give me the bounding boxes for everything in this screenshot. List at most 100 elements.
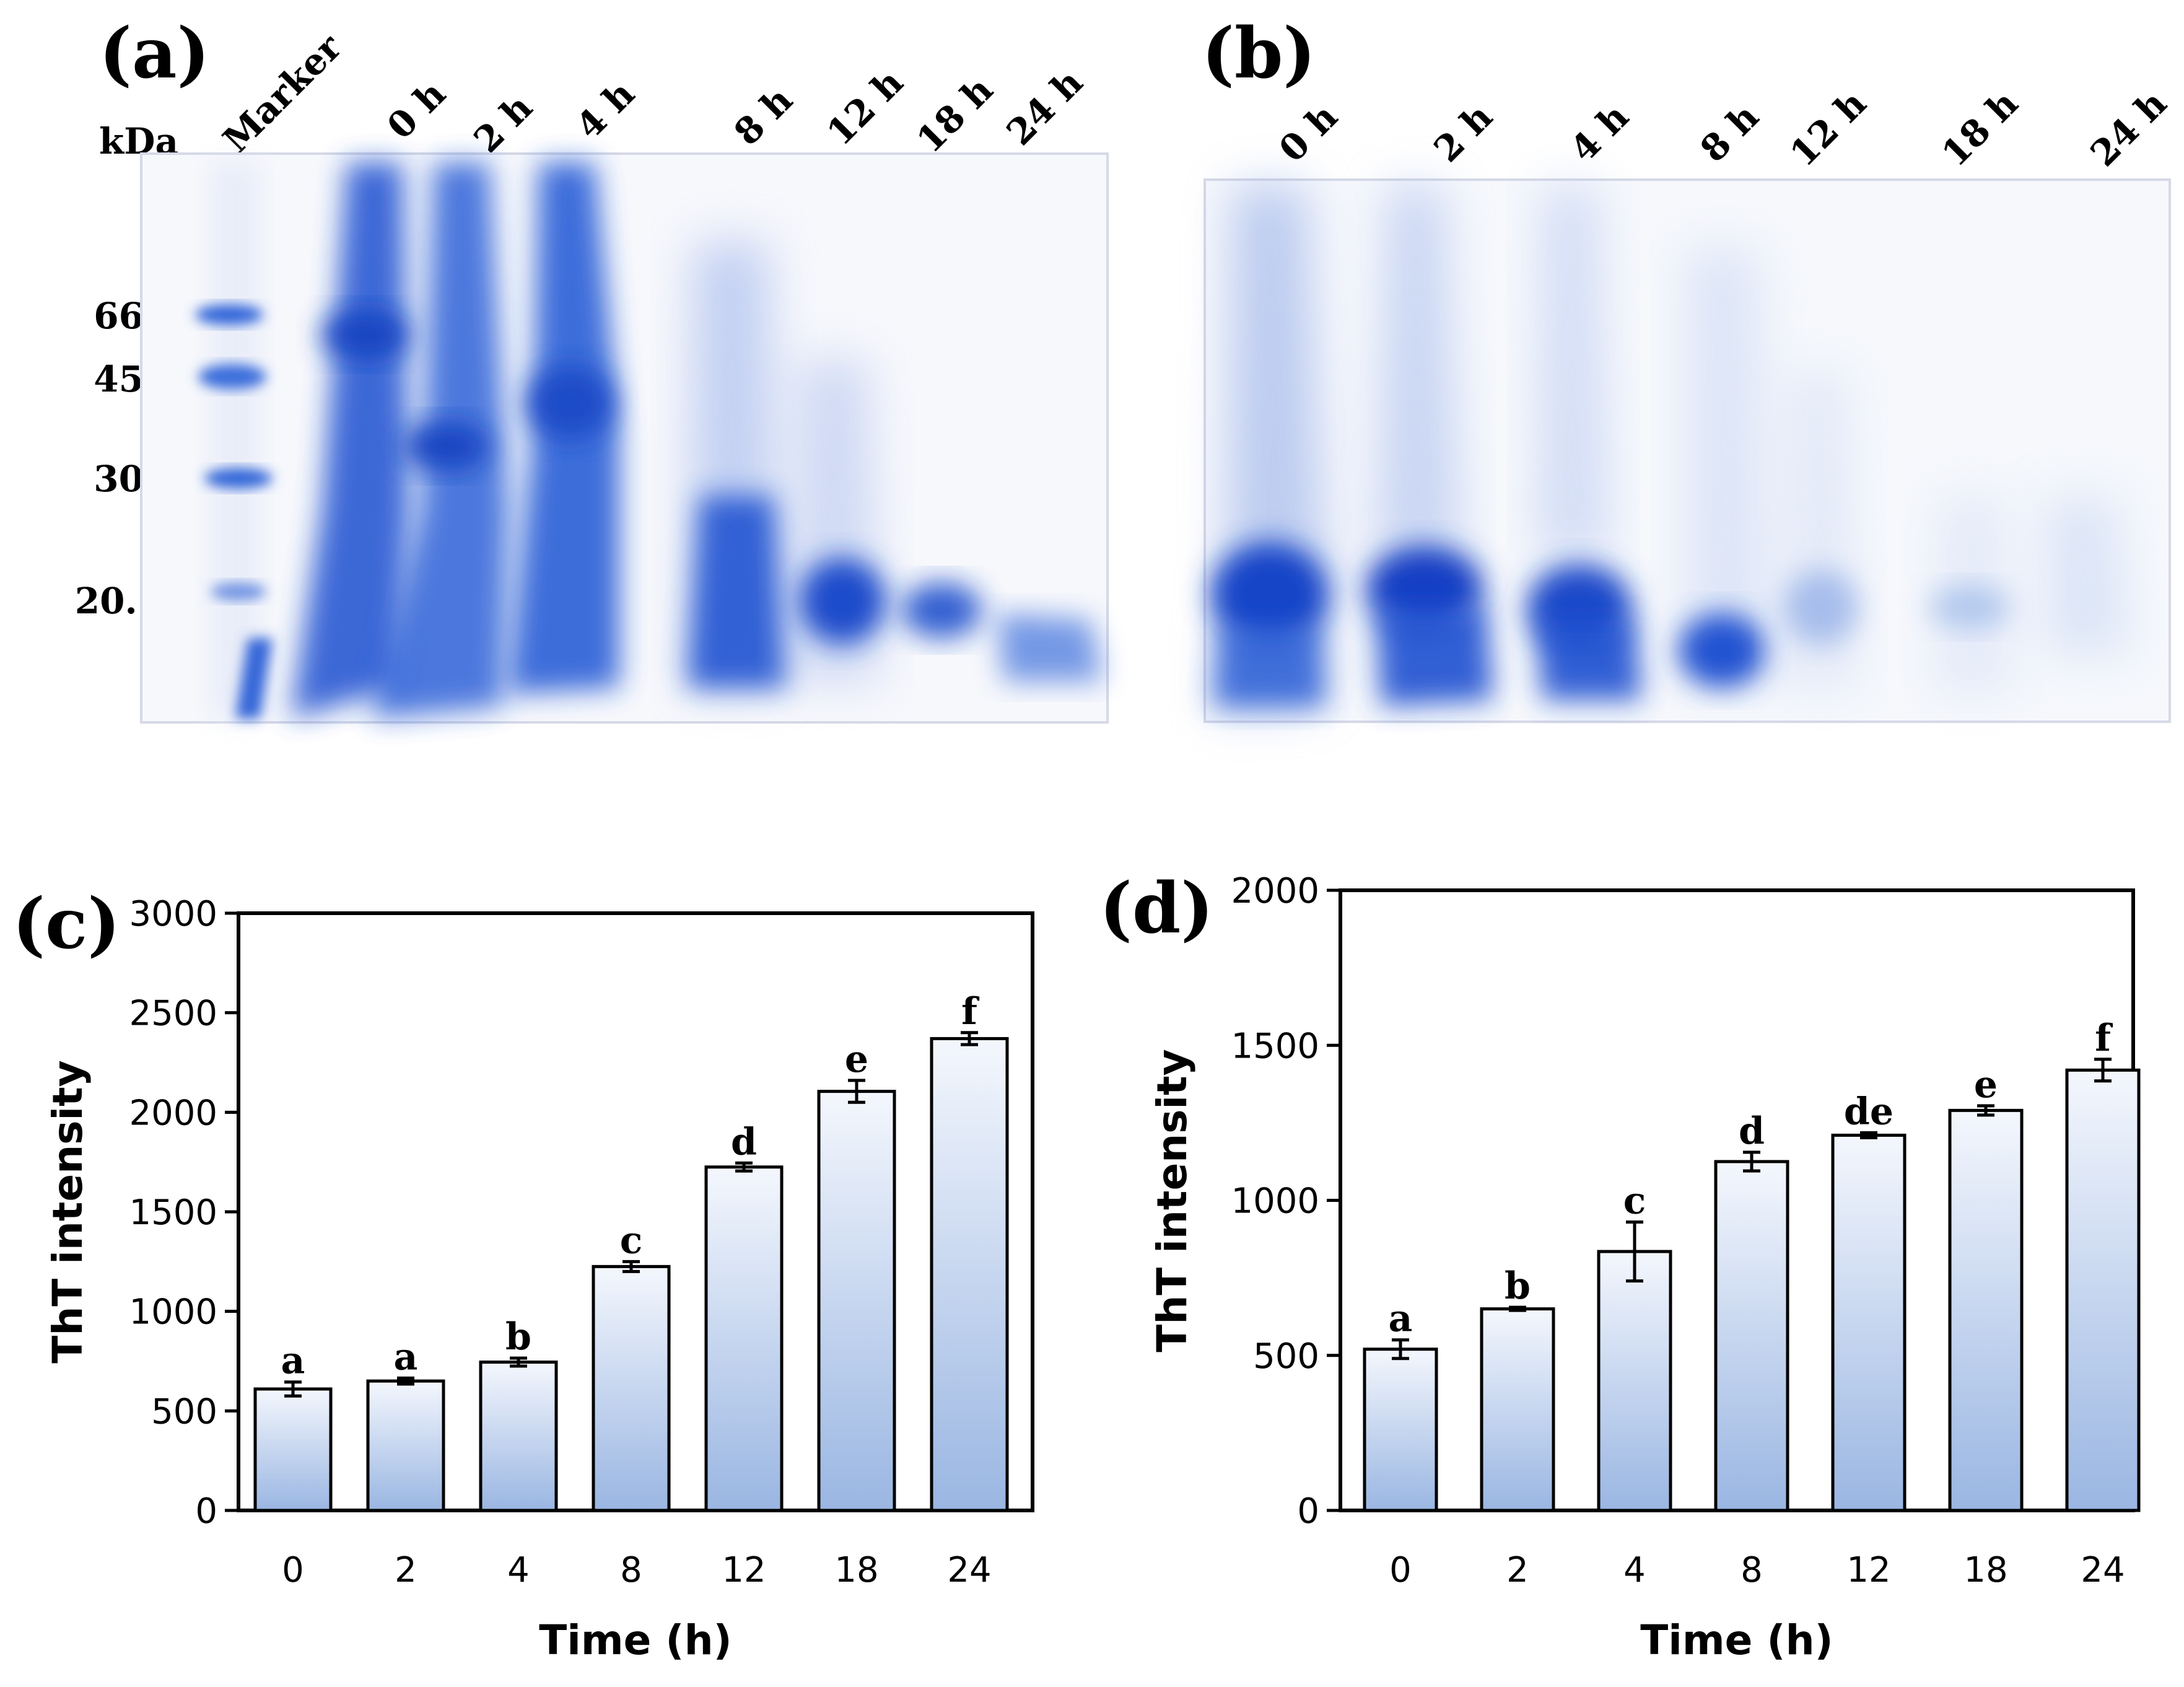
gel-a-panel: (a) kDa Marker 0 h 2 h 4 h 8 h 12 h 18 h… [75,13,1109,724]
gel-a-lane-labels: Marker 0 h 2 h 4 h 8 h 12 h 18 h 24 h [215,25,1091,161]
chart-c-x-axis-title: Time (h) [539,1616,732,1664]
chart-c-y-axis: 0 500 1000 1500 2000 2500 3000 [129,894,238,1531]
chart-c-y-tick-label: 0 [195,1491,217,1531]
chart-d-significance-letter: d [1739,1110,1765,1153]
chart-d-y-tick-label: 1000 [1231,1181,1319,1222]
gel-a-lane-label-12h: 12 h [819,61,911,154]
chart-d-x-axis-title: Time (h) [1640,1616,1833,1664]
chart-c-bar [704,1165,784,1512]
gel-a-lanes-8-24h [688,242,1103,688]
chart-c-y-tick-label: 1500 [129,1193,217,1233]
chart-c-x-tick-label: 4 [507,1550,530,1590]
chart-c-error-bar [397,1376,414,1386]
chart-d-x-tick-label: 12 [1846,1550,1890,1590]
gel-a-lane-label-8h: 8 h [726,79,801,154]
chart-d-significance-letter: b [1505,1264,1531,1308]
gel-b-lane-label-4h: 4 h [1562,95,1637,170]
chart-d-y-axis-title: ThT intensity [1148,1049,1196,1352]
chart-d-x-tick-label: 18 [1963,1550,2007,1590]
chart-d-x-tick-labels: 0 2 4 8 12 18 24 [1389,1550,2125,1590]
chart-c-bar [930,1036,1009,1512]
chart-d-x-tick-label: 8 [1741,1550,1763,1590]
chart-c-error-bar [622,1260,640,1273]
chart-d-bar [1597,1250,1672,1512]
chart-c-error-bar [284,1380,302,1398]
panel-label-b: (b) [1202,13,1316,94]
chart-d-x-tick-label: 4 [1623,1550,1646,1590]
chart-c-y-axis-title: ThT intensity [44,1060,92,1363]
chart-d-bars: a b c d de e f [1363,1017,2141,1512]
chart-d-significance-letter: a [1389,1297,1413,1341]
chart-d-bar [1363,1347,1438,1512]
gel-b-lane-label-18h: 18 h [1934,82,2026,175]
marker-label-66: 66 [94,295,144,337]
chart-c-y-tick-label: 500 [151,1391,217,1432]
panel-label-d: (d) [1099,868,1213,949]
gel-b-lane-label-2h: 2 h [1426,95,1501,170]
chart-c-x-tick-label: 0 [282,1550,304,1590]
chart-c-bars: a a b c d e f [253,990,1009,1512]
chart-d-x-tick-label: 2 [1506,1550,1529,1590]
chart-c-bar [479,1361,558,1512]
chart-c-y-tick-label: 2000 [129,1093,217,1133]
gel-b-lane-label-8h: 8 h [1692,95,1767,170]
chart-d-significance-letter: f [2095,1017,2113,1060]
gel-b-lane-label-12h: 12 h [1782,82,1874,175]
chart-d-error-bar [1392,1338,1409,1361]
gel-a-image [140,152,1109,724]
chart-d-bar [1714,1160,1789,1512]
chart-d-bar [1831,1133,1907,1512]
chart-c-bar [817,1090,896,1512]
gel-a-lane-label-24h: 24 h [998,61,1091,154]
gel-a-marker-lane [195,161,273,719]
chart-d-bar [1948,1108,2024,1512]
chart-d-y-tick-label: 1500 [1231,1026,1319,1066]
gel-a-lanes-0-4h [291,162,619,719]
chart-c-x-tick-label: 18 [834,1550,878,1590]
gel-b-panel: (b) 0 h 2 h 4 h 8 h 12 h 18 h 24 h [1202,13,2175,723]
chart-c-x-tick-labels: 0 2 4 8 12 18 24 [282,1550,991,1590]
chart-d-x-tick-label: 24 [2081,1550,2125,1590]
chart-c-bar [592,1264,671,1512]
chart-d-bar [1480,1307,1555,1512]
chart-d-significance-letter: c [1623,1180,1646,1223]
chart-c-x-tick-label: 24 [947,1550,991,1590]
chart-c-error-bar [510,1356,527,1368]
gel-b-lane-label-24h: 24 h [2082,82,2175,175]
chart-d-error-bar [1977,1104,1994,1117]
chart-d-bar [2065,1068,2141,1512]
chart-c-y-tick-label: 1000 [129,1292,217,1333]
chart-d-y-axis: 0 500 1000 1500 2000 [1231,871,1340,1531]
gel-a-lane-label-18h: 18 h [909,69,1001,161]
chart-c-significance-letter: e [845,1038,868,1081]
chart-d-y-tick-label: 0 [1297,1491,1319,1531]
chart-d-error-bar [1509,1305,1526,1312]
chart-c-error-bar [848,1079,865,1104]
chart-c-y-tick-label: 3000 [129,894,217,934]
chart-c-bar [253,1387,333,1512]
gel-a-lane-label-4h: 4 h [568,72,643,147]
chart-d-y-tick-label: 2000 [1231,871,1319,911]
chart-c-x-tick-label: 12 [722,1550,766,1590]
gel-a-lane-label-marker: Marker [215,25,351,161]
gel-b-lane-label-0h: 0 h [1271,95,1346,170]
chart-c-y-tick-label: 2500 [129,994,217,1034]
chart-d-error-bar [2094,1058,2112,1083]
chart-c-significance-letter: a [394,1335,418,1378]
chart-d-y-tick-label: 500 [1253,1336,1319,1377]
gel-b-lane-labels: 0 h 2 h 4 h 8 h 12 h 18 h 24 h [1271,82,2175,175]
chart-c-significance-letter: b [505,1315,531,1359]
chart-c-x-tick-label: 2 [395,1550,417,1590]
gel-a-lane-label-2h: 2 h [466,86,541,161]
chart-c-error-bar [961,1031,978,1046]
chart-d-error-bar [1626,1220,1643,1283]
chart-c-x-tick-label: 8 [620,1550,642,1590]
gel-a-lane-label-0h: 0 h [379,72,454,147]
chart-d-error-bar [1860,1131,1877,1139]
chart-c-significance-letter: c [620,1219,643,1262]
chart-c-significance-letter: a [281,1339,305,1383]
marker-label-30: 30 [94,458,144,500]
